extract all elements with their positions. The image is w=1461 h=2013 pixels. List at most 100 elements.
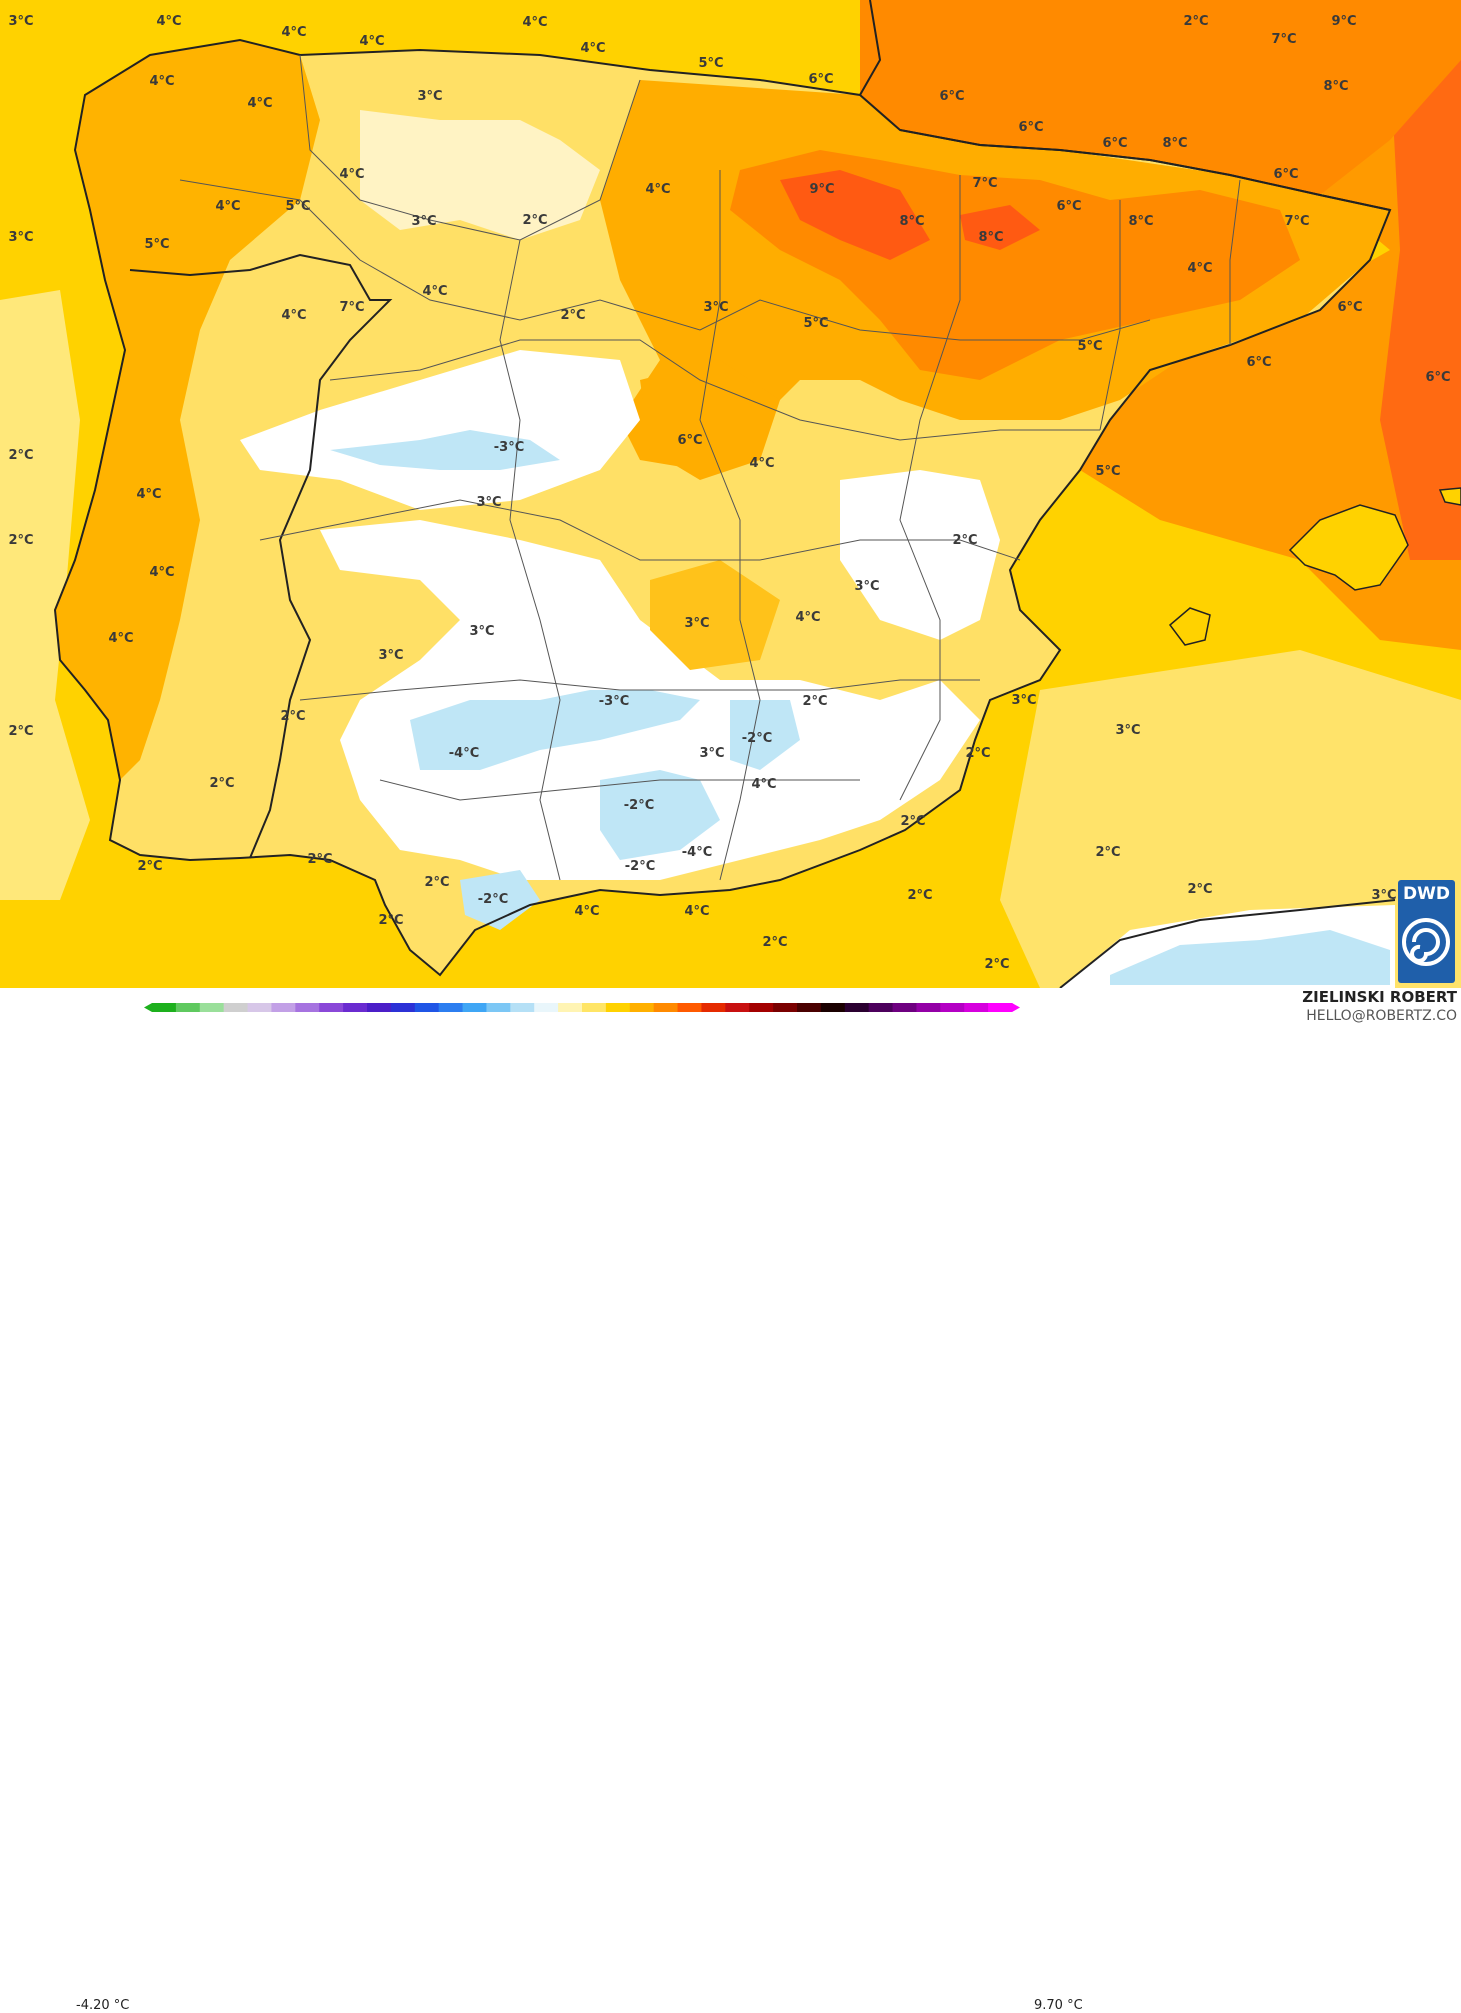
color-scale-swatch (701, 1003, 726, 1012)
temperature-label: 2°C (1187, 882, 1212, 897)
color-scale-swatch (725, 1003, 750, 1012)
menorca (1438, 487, 1461, 506)
color-scale-tick-label: -16 (376, 1018, 394, 1020)
color-scale-swatch (749, 1003, 774, 1012)
color-scale-swatch (868, 1003, 894, 1012)
temperature-label: 2°C (802, 694, 827, 709)
france-border (859, 0, 1391, 211)
temperature-label: 5°C (1077, 339, 1102, 354)
color-scale-swatch (223, 1003, 249, 1012)
temperature-label: 4°C (749, 456, 774, 471)
cold-zone-central (240, 350, 640, 510)
temperature-label: 4°C (751, 777, 776, 792)
temperature-label: 4°C (149, 565, 174, 580)
temperature-label: 7°C (339, 300, 364, 315)
temperature-label: 9°C (1331, 14, 1356, 29)
temperature-label: 4°C (359, 34, 384, 49)
color-scale-swatch (940, 1003, 965, 1012)
temperature-label: 8°C (1323, 79, 1348, 94)
ebro-hottest-2 (960, 205, 1040, 250)
temperature-label: 6°C (939, 89, 964, 104)
dwd-swirl-icon (1402, 918, 1450, 966)
color-scale-tick-label: -32 (178, 1018, 196, 1020)
temperature-label: 3°C (1371, 888, 1396, 903)
temperature-label: 8°C (1162, 136, 1187, 151)
color-scale-swatch (367, 1003, 392, 1012)
temperature-label: 4°C (247, 96, 272, 111)
temperature-label: 5°C (1095, 464, 1120, 479)
atlantic-cool-band (0, 290, 90, 900)
color-scale-swatch (605, 1003, 631, 1012)
temperature-label: 5°C (144, 237, 169, 252)
temperature-label: 6°C (1273, 167, 1298, 182)
color-scale-swatch (629, 1003, 655, 1012)
legend-max-value: 9.70 °C (1034, 1998, 1083, 2013)
dwd-logo-text: DWD (1403, 884, 1450, 904)
ice-south-3 (460, 870, 540, 930)
ibiza (1168, 607, 1211, 646)
color-scale-swatch (558, 1003, 583, 1012)
temperature-label: 3°C (8, 230, 33, 245)
temperature-label: 3°C (703, 300, 728, 315)
temperature-label: 8°C (899, 214, 924, 229)
temperature-label: 3°C (1011, 693, 1036, 708)
color-scale-swatch (534, 1003, 559, 1012)
temperature-label: 4°C (281, 25, 306, 40)
color-scale-swatch (892, 1003, 917, 1012)
temperature-label: 8°C (1128, 214, 1153, 229)
temperature-label: 6°C (1102, 136, 1127, 151)
temperature-label: 6°C (808, 72, 833, 87)
color-scale-swatch (390, 1003, 416, 1012)
temperature-label: 2°C (209, 776, 234, 791)
author-credit: ZIELINSKI ROBERT (1302, 988, 1457, 1006)
color-scale-swatch (319, 1003, 344, 1012)
temperature-label: 2°C (952, 533, 977, 548)
temperature-label: -3°C (494, 440, 524, 455)
temperature-label: 6°C (1425, 370, 1450, 385)
temperature-label: 3°C (411, 214, 436, 229)
color-scale-swatch (414, 1003, 440, 1012)
temperature-label: 6°C (677, 433, 702, 448)
temperature-label: 3°C (684, 616, 709, 631)
author-email: HELLO@ROBERTZ.CO (1306, 1008, 1457, 1024)
temperature-map: 3°C 4°C 4°C 4°C 4°C 4°C 5°C 6°C 2°C 7°C 9°C 8°C 4°C 4… (0, 0, 1461, 988)
temperature-label: 2°C (965, 746, 990, 761)
color-scale-swatch (653, 1003, 679, 1012)
ice-south-2 (730, 700, 800, 770)
portugal-border (129, 253, 393, 859)
warm-sea-far-east (1380, 40, 1461, 560)
color-scale-swatch (916, 1003, 941, 1012)
temperature-label: -2°C (478, 892, 508, 907)
temperature-label: -4°C (682, 845, 712, 860)
color-scale-swatch (247, 1003, 272, 1012)
temperature-label: 5°C (698, 56, 723, 71)
temperature-label: 2°C (1095, 845, 1120, 860)
cold-zone-north (360, 110, 600, 240)
temperature-label: 4°C (339, 167, 364, 182)
temperature-label: 4°C (136, 487, 161, 502)
color-scale-swatch (510, 1003, 535, 1012)
temperature-label: 4°C (422, 284, 447, 299)
color-scale-tick-label: 8 (677, 1018, 684, 1020)
temperature-label: 3°C (1115, 723, 1140, 738)
color-scale-swatch (152, 1003, 177, 1012)
temperature-label: 6°C (1018, 120, 1043, 135)
color-scale-swatch (988, 1003, 1013, 1012)
temperature-label: 3°C (378, 648, 403, 663)
temperature-label: 4°C (281, 308, 306, 323)
temperature-label: 4°C (684, 904, 709, 919)
temperature-label: 6°C (1337, 300, 1362, 315)
color-scale-tick-label: 32 (970, 1018, 984, 1020)
temperature-label: 2°C (907, 888, 932, 903)
color-scale-swatch (820, 1003, 846, 1012)
color-scale-swatch (175, 1003, 201, 1012)
temperature-label: -2°C (625, 859, 655, 874)
temperature-label: 9°C (809, 182, 834, 197)
africa-coast (1059, 899, 1396, 988)
temperature-label: 3°C (469, 624, 494, 639)
province-borders (179, 54, 1241, 881)
color-scale-tick-label: 0 (579, 1018, 586, 1020)
temperature-label: 2°C (8, 533, 33, 548)
legend-bar-area: -4.20 °C -32 -24 -16 -8 0 8 16 24 32 9.70 °C ZIE… (0, 988, 1461, 2013)
temperature-label: 8°C (978, 230, 1003, 245)
